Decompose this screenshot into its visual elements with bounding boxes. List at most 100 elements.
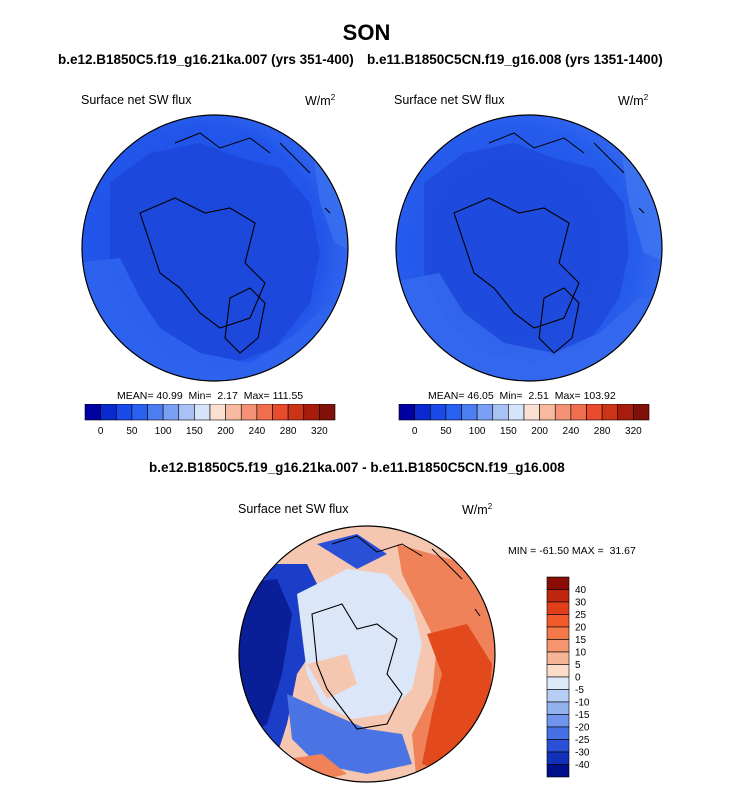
colorbar-cell xyxy=(162,404,180,421)
colorbar-tick-label: -40 xyxy=(575,760,590,771)
colorbar-cell xyxy=(178,404,195,421)
colorbar-tick-label: 50 xyxy=(126,426,138,437)
panel2-map-border xyxy=(395,114,663,382)
colorbar-tick-label: 150 xyxy=(186,426,203,437)
colorbar-cell xyxy=(601,404,619,421)
colorbar-cell xyxy=(546,601,570,615)
colorbar-cell xyxy=(398,404,415,421)
colorbar-cell xyxy=(546,701,570,715)
colorbar-cell xyxy=(546,739,570,753)
colorbar-tick-label: -20 xyxy=(575,723,590,734)
subtitle-left: b.e12.B1850C5.f19_g16.21ka.007 (yrs 351-… xyxy=(58,52,354,67)
panel2-colorbar: 0 50 100 150 200 240 280 320 xyxy=(398,404,650,437)
panel3-map-border xyxy=(238,525,496,783)
colorbar-tick-label: 5 xyxy=(575,660,581,671)
colorbar-tick-label: 240 xyxy=(249,426,266,437)
panel1-units: W/m2 xyxy=(305,93,336,109)
colorbar-cell xyxy=(546,714,570,728)
colorbar-cell xyxy=(523,404,540,421)
panel2-units: W/m2 xyxy=(618,93,649,109)
colorbar-cell xyxy=(586,404,603,421)
colorbar-cell xyxy=(429,404,447,421)
colorbar-cell xyxy=(492,404,509,421)
colorbar-cell xyxy=(546,676,570,690)
colorbar-cell xyxy=(209,404,226,421)
panel3-stats: MIN = -61.50 MAX = 31.67 xyxy=(508,545,636,557)
panel1-coastline-greenland xyxy=(224,287,266,354)
colorbar-tick-label: 25 xyxy=(575,610,587,621)
colorbar-tick-label: 0 xyxy=(98,426,104,437)
colorbar-cell xyxy=(546,614,570,628)
colorbar-cell xyxy=(131,404,148,421)
panel2-coastline-greenland xyxy=(538,287,580,354)
colorbar-tick-label: 280 xyxy=(594,426,611,437)
colorbar-tick-label: 15 xyxy=(575,635,587,646)
panel2-coastline-eurasia xyxy=(488,132,645,214)
colorbar-cell xyxy=(194,404,211,421)
panel2-southern-band xyxy=(396,273,662,381)
colorbar-tick-label: -10 xyxy=(575,698,590,709)
colorbar-tick-label: 20 xyxy=(575,623,587,634)
panel3-coastline-eurasia xyxy=(331,535,481,617)
colorbar-cell xyxy=(546,639,570,653)
colorbar-tick-label: 320 xyxy=(311,426,328,437)
panel2-polar-map xyxy=(395,114,663,382)
colorbar-cell xyxy=(240,404,258,421)
panel3-units: W/m2 xyxy=(462,502,493,518)
colorbar-cell xyxy=(147,404,164,421)
colorbar-tick-label: -5 xyxy=(575,685,584,696)
panel3-negative-region-south xyxy=(287,694,412,774)
panel3-coastline-arctic xyxy=(311,603,403,730)
panel2-coastline-arctic xyxy=(453,197,580,329)
colorbar-cell xyxy=(303,404,320,421)
colorbar-tick-label: -30 xyxy=(575,748,590,759)
colorbar-cell xyxy=(546,751,570,765)
colorbar-cell xyxy=(570,404,587,421)
colorbar-cell xyxy=(115,404,133,421)
colorbar-tick-label: 0 xyxy=(575,673,581,684)
colorbar-tick-label: 30 xyxy=(575,598,587,609)
colorbar-cell xyxy=(445,404,462,421)
colorbar-cell xyxy=(461,404,478,421)
colorbar-cell xyxy=(633,404,650,421)
colorbar-tick-label: 200 xyxy=(531,426,548,437)
difference-title: b.e12.B1850C5.f19_g16.21ka.007 - b.e11.B… xyxy=(149,460,565,475)
colorbar-tick-label: 150 xyxy=(500,426,517,437)
figure-title: SON xyxy=(342,20,391,45)
panel3-polar-map xyxy=(238,525,496,783)
colorbar-cell xyxy=(554,404,572,421)
panel3-greenland-region xyxy=(307,654,357,699)
colorbar-tick-label: 0 xyxy=(412,426,418,437)
panel1-map-border xyxy=(81,114,349,382)
colorbar-cell xyxy=(546,576,570,590)
colorbar-tick-label: 240 xyxy=(563,426,580,437)
panel1-coastline-arctic xyxy=(139,197,266,329)
subtitle-right: b.e11.B1850C5CN.f19_g16.008 (yrs 1351-14… xyxy=(367,52,663,67)
colorbar-cell xyxy=(256,404,273,421)
panel1-inner-region xyxy=(110,143,320,368)
colorbar-cell xyxy=(272,404,289,421)
colorbar-cell xyxy=(546,726,570,740)
colorbar-tick-label: 100 xyxy=(155,426,172,437)
panel1-coastline-eurasia xyxy=(174,132,331,214)
colorbar-cell xyxy=(414,404,431,421)
colorbar-tick-label: 200 xyxy=(217,426,234,437)
panel2-stats: MEAN= 46.05 Min= 2.51 Max= 103.92 xyxy=(428,390,616,402)
panel1-polar-map xyxy=(81,114,349,382)
colorbar-cell xyxy=(225,404,242,421)
colorbar-cell xyxy=(508,404,525,421)
colorbar-tick-label: 280 xyxy=(280,426,297,437)
colorbar-cell xyxy=(476,404,494,421)
colorbar-tick-label: 100 xyxy=(469,426,486,437)
colorbar-cell xyxy=(100,404,117,421)
panel1-southern-band xyxy=(82,258,348,381)
colorbar-cell xyxy=(84,404,101,421)
colorbar-tick-label: -25 xyxy=(575,735,590,746)
colorbar-tick-label: 320 xyxy=(625,426,642,437)
colorbar-cell xyxy=(319,404,336,421)
colorbar-cell xyxy=(546,689,570,703)
colorbar-tick-label: 40 xyxy=(575,585,587,596)
colorbar-tick-label: -15 xyxy=(575,710,590,721)
colorbar-cell xyxy=(539,404,556,421)
